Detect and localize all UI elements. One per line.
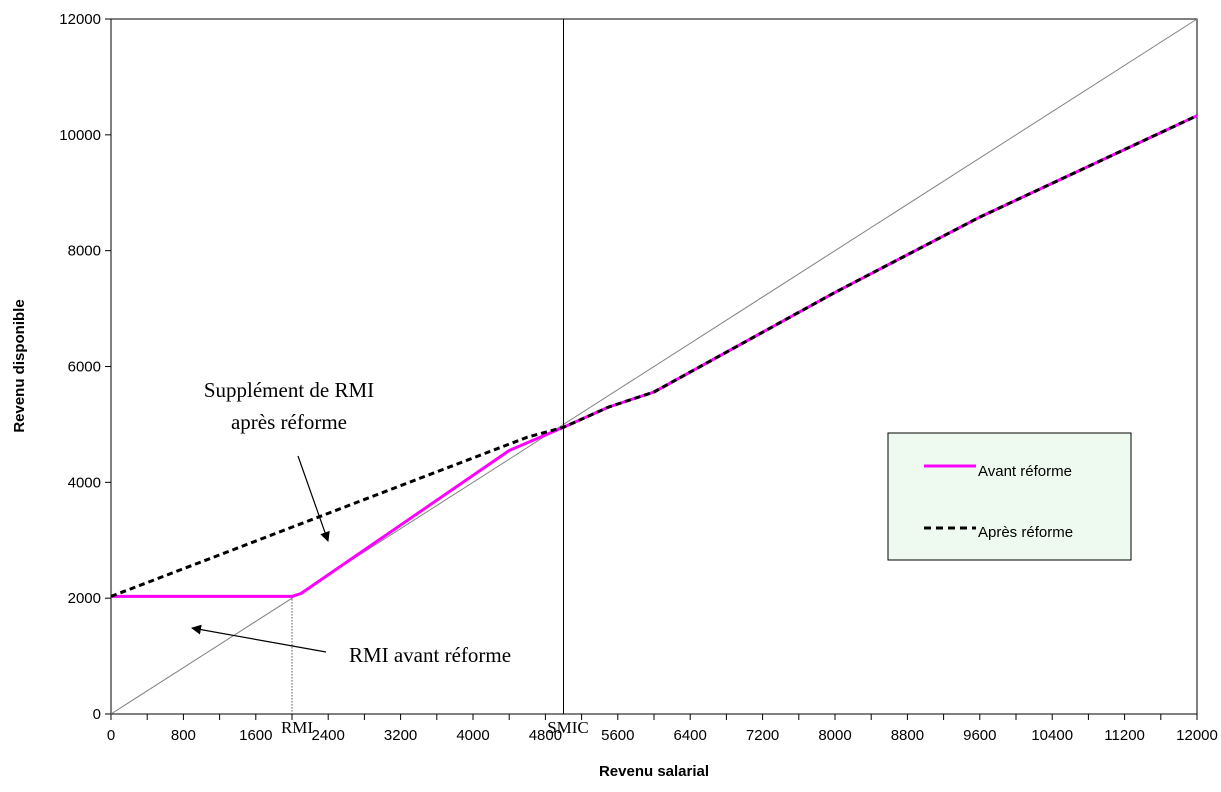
series-line-avant-reforme (111, 114, 1198, 598)
y-axis-tick-labels: 0 2000 4000 6000 8000 10000 12000 (59, 11, 101, 723)
x-tick-label: 4800 (529, 727, 562, 744)
series-lines (110, 114, 1198, 598)
x-tick-label: 12000 (1176, 727, 1218, 744)
legend-box (887, 432, 1132, 561)
x-tick-label: 0 (107, 727, 115, 744)
y-axis-title: Revenu disponible (11, 299, 28, 432)
y-axis-ticks (105, 18, 111, 715)
y-tick-label: 0 (93, 706, 101, 723)
arrow-supplement (297, 455, 330, 542)
legend-label-apres: Après réforme (978, 524, 1073, 541)
x-tick-label: 6400 (674, 727, 707, 744)
x-axis-tick-labels: 0 800 1600 2400 3200 4000 4800 5600 6400 7200 8000… (107, 727, 1218, 744)
series-line-apres-reforme (110, 114, 1198, 598)
x-tick-label: 5600 (601, 727, 634, 744)
annotation-supplement-line1: Supplément de RMI (204, 378, 374, 402)
x-tick-label: 8000 (818, 727, 851, 744)
x-tick-label: 10400 (1031, 727, 1073, 744)
x-tick-label: 9600 (963, 727, 996, 744)
y-tick-label: 12000 (59, 11, 101, 28)
x-tick-label: 2400 (312, 727, 345, 744)
x-tick-label: 4000 (456, 727, 489, 744)
x-tick-label: 1600 (239, 727, 272, 744)
x-tick-label: 11200 (1104, 727, 1145, 744)
y-tick-label: 2000 (68, 590, 101, 607)
y-tick-label: 8000 (68, 243, 101, 260)
y-tick-label: 4000 (68, 474, 101, 491)
x-axis-title: Revenu salarial (599, 763, 709, 780)
x-tick-label: 7200 (746, 727, 779, 744)
rmi-axis-label: RMI (281, 718, 313, 737)
arrow-rmi-avant (191, 624, 327, 653)
reference-lines (110, 18, 1198, 715)
legend: Avant réforme Après réforme (887, 432, 1132, 561)
x-axis-ticks (110, 714, 1198, 720)
y-tick-label: 10000 (59, 127, 101, 144)
legend-label-avant: Avant réforme (978, 463, 1072, 480)
diagonal-45-line (110, 18, 1198, 715)
annotation-rmi-avant: RMI avant réforme (349, 643, 511, 667)
x-tick-label: 8800 (891, 727, 924, 744)
smic-axis-label: SMIC (547, 718, 589, 737)
x-tick-label: 800 (171, 727, 196, 744)
x-tick-label: 3200 (384, 727, 417, 744)
annotation-supplement-line2: après réforme (231, 410, 347, 434)
y-tick-label: 6000 (68, 359, 101, 376)
